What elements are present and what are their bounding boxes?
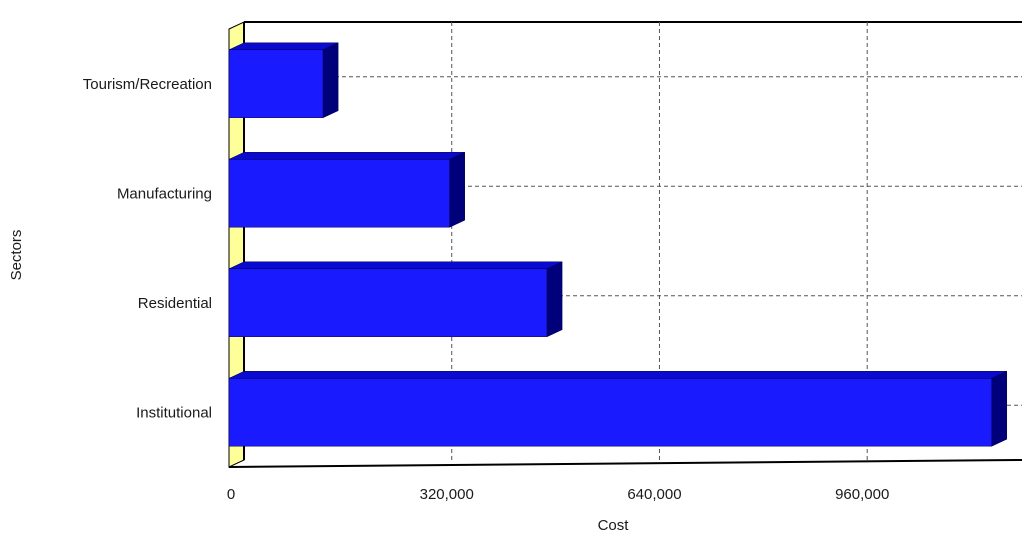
y-axis-title: Sectors [8, 230, 25, 281]
x-tick-label: 960,000 [835, 486, 889, 503]
x-tick-labels: 0 320,000 640,000 960,000 [227, 486, 889, 503]
x-tick-label: 640,000 [627, 486, 681, 503]
bar-front-face [228, 49, 324, 118]
bar-top-face [228, 152, 465, 160]
bar-front-face [228, 268, 548, 337]
bar-side-face [449, 151, 465, 228]
bar-side-face [322, 42, 339, 119]
y-tick-label: Manufacturing [117, 185, 212, 202]
bar [228, 151, 465, 228]
x-axis-title: Cost [598, 517, 630, 534]
x-tick-label: 0 [227, 486, 235, 503]
y-tick-label: Tourism/Recreation [83, 76, 212, 93]
bar-front-face [228, 378, 993, 447]
bar-front-face [228, 159, 450, 228]
x-axis: 0 320,000 640,000 960,000 [227, 459, 1023, 503]
y-tick-labels: Tourism/Recreation Manufacturing Residenti… [83, 76, 212, 422]
bar [228, 42, 339, 119]
bar [228, 370, 1008, 447]
bar-side-face [991, 370, 1008, 447]
bar-top-face [228, 261, 563, 270]
y-tick-label: Residential [138, 295, 212, 312]
y-tick-label: Institutional [136, 404, 212, 421]
bar [228, 261, 563, 338]
bar-side-face [546, 261, 563, 338]
x-tick-label: 320,000 [420, 486, 474, 503]
x-axis-line [228, 459, 1023, 468]
bar-top-face [228, 371, 1007, 379]
bars [228, 42, 1008, 447]
bar-top-face [228, 42, 339, 51]
